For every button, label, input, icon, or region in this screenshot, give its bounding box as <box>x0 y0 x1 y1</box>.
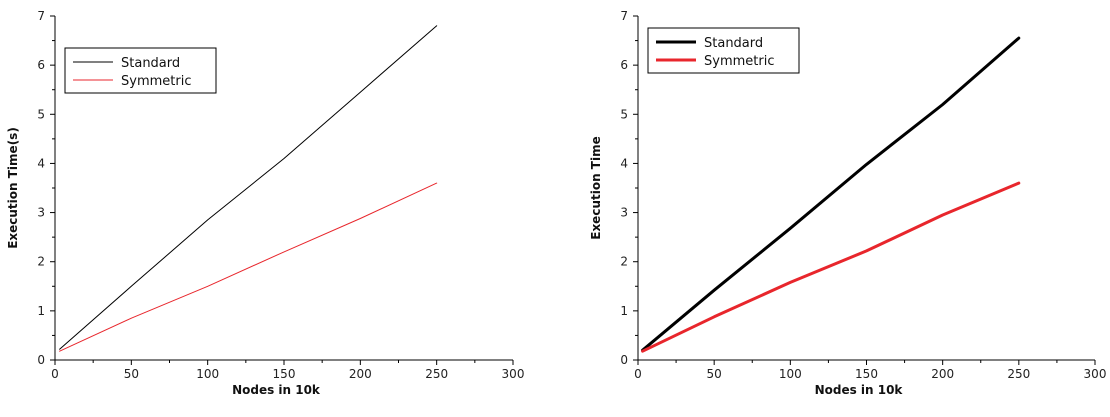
chart2-y-tick-label: 0 <box>620 353 628 367</box>
chart1-y-tick-label: 1 <box>37 304 45 318</box>
chart2-legend: Standard Symmetric <box>647 27 800 74</box>
chart1-series-symmetric-line <box>59 182 438 352</box>
chart1-x-tick-label: 50 <box>124 367 139 381</box>
chart1-y-tick-label: 0 <box>37 353 45 367</box>
chart2-x-axis-title: Nodes in 10k <box>815 383 904 397</box>
chart2-x-tick-label: 0 <box>634 367 642 381</box>
chart2-y-tick-label: 3 <box>620 206 628 220</box>
chart2-x-tick-label: 300 <box>1084 367 1107 381</box>
chart1-series-standard-line <box>59 25 438 350</box>
chart1-legend-box <box>64 47 217 94</box>
chart2-x-tick-label: 100 <box>779 367 802 381</box>
chart1-x-tick-label: 200 <box>349 367 372 381</box>
chart2-plot: 0 50 100 150 200 250 300 0 1 2 3 4 5 6 7 Nodes in 10k Ex… <box>589 9 1106 397</box>
chart1-y-axis-title: Execution Time(s) <box>6 127 20 249</box>
chart2-y-tick-label: 7 <box>620 9 628 23</box>
chart2-legend-label-standard: Standard <box>704 36 763 51</box>
chart1-plot: 0 50 100 150 200 250 300 0 1 2 3 4 5 6 7 Nodes in 10k Ex… <box>6 9 524 397</box>
chart1-x-tick-label: 0 <box>51 367 59 381</box>
chart2-x-tick-label: 250 <box>1007 367 1030 381</box>
chart1-x-tick-label: 300 <box>502 367 525 381</box>
chart2-x-tick-label: 50 <box>707 367 722 381</box>
chart1-y-tick-label: 6 <box>37 58 45 72</box>
chart1-legend-label-symmetric: Symmetric <box>121 74 191 89</box>
chart2-y-tick-label: 5 <box>620 107 628 121</box>
chart2-y-tick-label: 4 <box>620 156 628 170</box>
chart1-x-tick-label: 100 <box>196 367 219 381</box>
chart2-y-tick-label: 2 <box>620 255 628 269</box>
chart2-x-tick-label: 150 <box>855 367 878 381</box>
chart1-x-tick-label: 250 <box>425 367 448 381</box>
chart1-y-tick-label: 4 <box>37 156 45 170</box>
chart2-x-tick-label: 200 <box>931 367 954 381</box>
chart2-y-tick-label: 6 <box>620 58 628 72</box>
chart2-series-standard-line <box>641 36 1021 352</box>
chart1-y-tick-label: 5 <box>37 107 45 121</box>
chart1-y-tick-label: 2 <box>37 255 45 269</box>
chart2-legend-label-symmetric: Symmetric <box>704 54 774 69</box>
chart2-y-axis-title: Execution Time <box>589 136 603 240</box>
chart1-x-tick-label: 150 <box>273 367 296 381</box>
chart1-legend: Standard Symmetric <box>64 47 217 94</box>
chart2-y-tick-label: 1 <box>620 304 628 318</box>
chart1-x-axis-title: Nodes in 10k <box>232 383 321 397</box>
chart1-y-tick-label: 7 <box>37 9 45 23</box>
chart2-series-symmetric-line <box>641 181 1021 353</box>
chart2-legend-box <box>647 27 800 74</box>
chart1-legend-label-standard: Standard <box>121 56 180 71</box>
chart1-y-tick-label: 3 <box>37 206 45 220</box>
